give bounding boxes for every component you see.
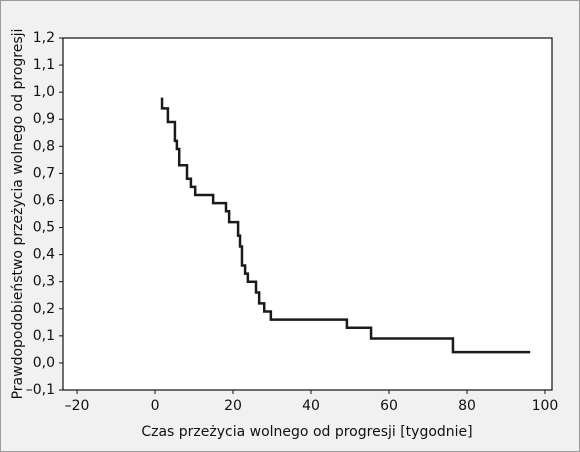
x-tick-label: 0 xyxy=(151,398,160,414)
y-tick-label: 1,1 xyxy=(33,57,55,73)
y-tick-label: 0,3 xyxy=(33,274,55,290)
x-axis-label: Czas przeżycia wolnego od progresji [tyg… xyxy=(141,424,472,440)
plot-area xyxy=(62,37,553,391)
survival-curve xyxy=(160,97,531,354)
y-tick-label: 0,1 xyxy=(33,328,55,344)
y-tick-label: 1,2 xyxy=(33,30,55,46)
y-tick-label: 0,9 xyxy=(33,111,55,127)
y-tick-label: 0,0 xyxy=(33,355,55,371)
x-tick-label: 20 xyxy=(224,398,242,414)
y-axis-label: Prawdopodobieństwo przeżycia wolnego od … xyxy=(10,29,26,400)
y-tick-label: 0,4 xyxy=(33,247,55,263)
x-tick-label: 80 xyxy=(458,398,476,414)
y-tick-label: –0,1 xyxy=(26,382,55,398)
x-tick-label: –20 xyxy=(65,398,90,414)
x-tick-label: 100 xyxy=(532,398,559,414)
y-tick-label: 0,6 xyxy=(33,192,55,208)
y-tick-label: 0,7 xyxy=(33,165,55,181)
x-tick-label: 40 xyxy=(302,398,320,414)
y-tick-label: 0,2 xyxy=(33,301,55,317)
y-tick-label: 0,8 xyxy=(33,138,55,154)
x-tick-label: 60 xyxy=(380,398,398,414)
y-tick-label: 1,0 xyxy=(33,84,55,100)
y-tick-label: 0,5 xyxy=(33,220,55,236)
